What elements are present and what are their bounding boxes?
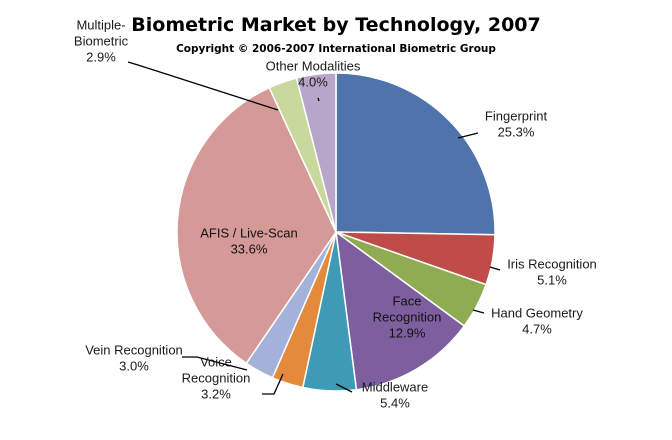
slice-label-1: Iris Recognition	[507, 256, 597, 271]
slice-label-5: Voice	[200, 354, 232, 369]
chart-subtitle: Copyright © 2006-2007 International Biom…	[176, 43, 496, 55]
slice-value-4: 5.4%	[380, 395, 410, 410]
pie-slice-9	[295, 72, 337, 233]
slice-label-8: Multiple-	[76, 17, 125, 32]
slice-label-0: Fingerprint	[485, 108, 548, 123]
slice-value-5: 3.2%	[201, 386, 231, 401]
leader-line-5	[262, 373, 284, 395]
leader-line-2	[472, 309, 485, 314]
leader-line-6	[182, 356, 248, 371]
slice-value-3: 12.9%	[389, 325, 426, 340]
pie-slice-0	[335, 72, 496, 236]
slice-label-3: Recognition	[373, 309, 442, 324]
leader-line-8	[127, 61, 279, 111]
slice-value-2: 4.7%	[522, 321, 552, 336]
slice-value-8: 2.9%	[86, 49, 116, 64]
leader-line-9	[317, 97, 320, 102]
leader-lines	[127, 61, 501, 395]
slice-value-0: 25.3%	[498, 124, 535, 139]
slice-label-8: Biometric	[74, 33, 129, 48]
pie-slice-3	[335, 230, 466, 391]
slice-value-1: 5.1%	[537, 272, 567, 287]
pie-slices	[176, 72, 496, 392]
slice-value-6: 3.0%	[119, 358, 149, 373]
slice-label-2: Hand Geometry	[491, 305, 583, 320]
slice-value-7: 33.6%	[231, 241, 268, 256]
slice-label-4: Middleware	[362, 379, 428, 394]
slice-label-7: AFIS / Live-Scan	[200, 225, 298, 240]
slice-label-3: Face	[393, 293, 422, 308]
leader-line-0	[457, 132, 479, 139]
slice-value-9: 4.0%	[298, 74, 328, 89]
leader-line-4	[335, 383, 353, 393]
slice-label-5: Recognition	[182, 370, 251, 385]
leader-line-1	[489, 266, 501, 271]
slice-label-6: Vein Recognition	[85, 342, 183, 357]
slice-label-9: Other Modalities	[266, 58, 361, 73]
pie-slice-7	[176, 86, 337, 365]
chart-title: Biometric Market by Technology, 2007	[131, 14, 540, 36]
